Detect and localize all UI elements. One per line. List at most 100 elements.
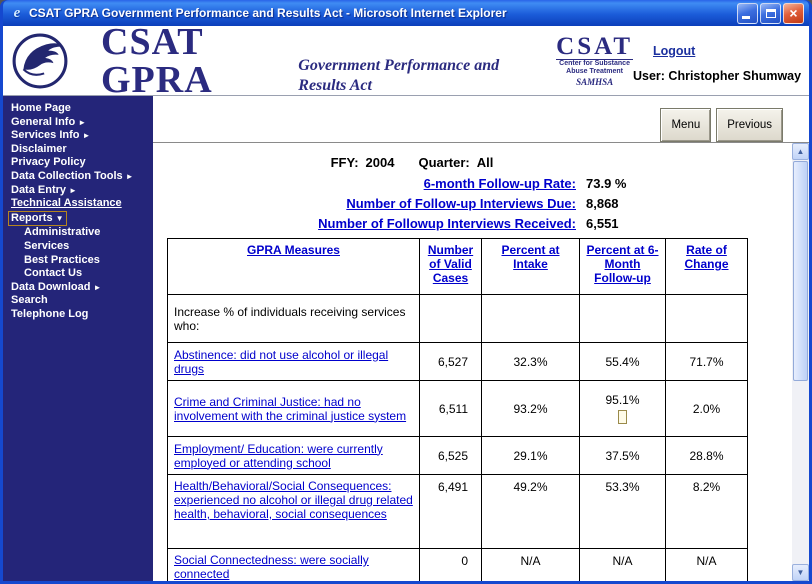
report-summary: FFY: 2004 Quarter: All 6-month Follow-up… [167,155,747,231]
header-percent-followup[interactable]: Percent at 6-Month Follow-up [586,243,659,285]
interviews-received-link[interactable]: Number of Followup Interviews Received: [318,216,576,231]
change-cell: 71.7% [665,342,748,381]
sidebar-item-reports-services[interactable]: Services [24,239,70,252]
header-gpra-measures[interactable]: GPRA Measures [247,243,340,257]
scrollbar-track[interactable] [792,160,809,564]
table-row: Employment/ Education: were currently em… [167,436,748,475]
user-label: User: Christopher Shumway [633,69,802,83]
window-body: CSAT GPRA Government Performance and Res… [3,23,809,581]
sidebar-item-technical-assistance[interactable]: Technical Assistance [11,197,122,210]
change-cell: 2.0% [665,380,748,437]
sidebar-nav: Home Page General Info ► Services Info ► D… [3,96,153,581]
sidebar-item-reports[interactable]: Reports ▼ [3,210,153,227]
intake-cell: 32.3% [481,342,580,381]
sidebar-item-data-download[interactable]: Data Download ► [11,280,102,293]
reports-selected-box: Reports ▼ [8,210,68,227]
intake-cell [481,294,580,343]
valid-cases-cell: 6,491 [419,474,482,549]
header-valid-cases[interactable]: Number of Valid Cases [427,243,474,285]
valid-cases-cell: 6,527 [419,342,482,381]
sidebar-item-data-entry[interactable]: Data Entry ► [11,183,77,196]
interviews-due-link[interactable]: Number of Follow-up Interviews Due: [346,196,576,211]
interviews-received-line: Number of Followup Interviews Received: … [167,216,747,231]
table-header-row: GPRA Measures Number of Valid Cases Perc… [167,238,748,295]
followup-cell: 95.1% [579,380,666,437]
window-title: CSAT GPRA Government Performance and Res… [29,6,507,20]
header-rate-of-change[interactable]: Rate of Change [684,243,729,271]
period-line: FFY: 2004 Quarter: All [167,155,747,170]
csat-logo-org: SAMHSA [576,76,614,87]
scroll-down-button[interactable]: ▼ [792,564,809,581]
logout-link[interactable]: Logout [653,44,696,58]
header-percent-intake[interactable]: Percent at Intake [501,243,560,271]
followup-rate-link[interactable]: 6-month Follow-up Rate: [423,176,576,191]
minimize-icon [742,15,750,19]
followup-rate-value: 73.9 % [586,176,627,191]
internet-explorer-icon: e [13,5,21,21]
followup-cell: 55.4% [579,342,666,381]
measure-intro-text: Increase % of individuals receiving serv… [174,304,406,333]
minimize-button[interactable] [737,2,758,24]
sidebar-item-home-page[interactable]: Home Page [11,102,71,114]
measure-link-social-connectedness[interactable]: Social Connectedness: were socially conn… [174,553,369,581]
sidebar-item-services-info[interactable]: Services Info ► [11,129,91,142]
valid-cases-cell: 0 [419,548,482,581]
csat-logo-line2: Abuse Treatment [566,67,623,75]
ffy-label: FFY: [330,155,359,170]
scrollbar-thumb[interactable] [793,161,808,381]
valid-cases-cell [419,294,482,343]
submenu-open-arrow-icon: ▼ [55,213,64,223]
submenu-arrow-icon: ► [78,117,87,127]
change-cell: N/A [665,548,748,581]
sidebar-item-privacy-policy[interactable]: Privacy Policy [11,156,86,169]
interviews-due-value: 8,868 [586,196,619,211]
content-area: Home Page General Info ► Services Info ► D… [3,96,809,581]
submenu-arrow-icon: ► [82,131,91,141]
hhs-eagle-logo [12,33,68,88]
valid-cases-cell: 6,511 [419,380,482,437]
submenu-arrow-icon: ► [93,282,102,292]
submenu-arrow-icon: ► [69,185,77,195]
sidebar-item-general-info[interactable]: General Info ► [11,115,87,128]
ffy-value: 2004 [365,155,395,170]
change-cell [665,294,748,343]
sidebar-item-search[interactable]: Search [11,294,48,307]
maximize-icon [766,8,776,18]
measure-link-health[interactable]: Health/Behavioral/Social Consequences: e… [174,479,413,521]
previous-button[interactable]: Previous [716,108,783,142]
vertical-scrollbar[interactable]: ▲ ▼ [792,143,809,581]
brand: CSAT GPRA Government Performance and Res… [101,23,526,99]
brand-subtitle: Government Performance and Results Act [298,56,500,94]
table-row: Increase % of individuals receiving serv… [167,294,748,343]
measure-link-employment[interactable]: Employment/ Education: were currently em… [174,441,383,470]
submenu-arrow-icon: ► [125,171,134,181]
page-header: CSAT GPRA Government Performance and Res… [3,23,809,99]
maximize-button[interactable] [760,2,781,24]
csat-logo-line1: Center for Substance [559,59,630,67]
table-row: Abstinence: did not use alcohol or illeg… [167,342,748,381]
sidebar-item-data-collection-tools[interactable]: Data Collection Tools ► [11,169,134,182]
menu-button[interactable]: Menu [660,108,712,142]
table-row: Health/Behavioral/Social Consequences: e… [167,474,748,549]
sidebar-item-reports-contact-us[interactable]: Contact Us [24,267,83,280]
measure-link-abstinence[interactable]: Abstinence: did not use alcohol or illeg… [174,347,389,376]
sidebar-item-disclaimer[interactable]: Disclaimer [11,142,67,155]
quarter-label: Quarter: [418,155,470,170]
interviews-due-line: Number of Follow-up Interviews Due: 8,86… [167,196,747,211]
followup-cell: N/A [579,548,666,581]
scroll-up-button[interactable]: ▲ [792,143,809,160]
followup-cell: 53.3% [579,474,666,549]
intake-cell: 93.2% [481,380,580,437]
sidebar-item-telephone-log[interactable]: Telephone Log [11,307,89,320]
table-row: Crime and Criminal Justice: had no invol… [167,380,748,437]
intake-cell: N/A [481,548,580,581]
measure-link-crime[interactable]: Crime and Criminal Justice: had no invol… [174,394,407,423]
quarter-value: All [476,155,494,170]
followup-cell: 37.5% [579,436,666,475]
brand-title: CSAT GPRA [101,20,213,101]
table-row: Social Connectedness: were socially conn… [167,548,748,581]
close-button[interactable]: × [783,2,804,24]
sidebar-item-reports-best-practices[interactable]: Best Practices [24,253,100,266]
sidebar-item-reports-administrative[interactable]: Administrative [24,226,101,239]
